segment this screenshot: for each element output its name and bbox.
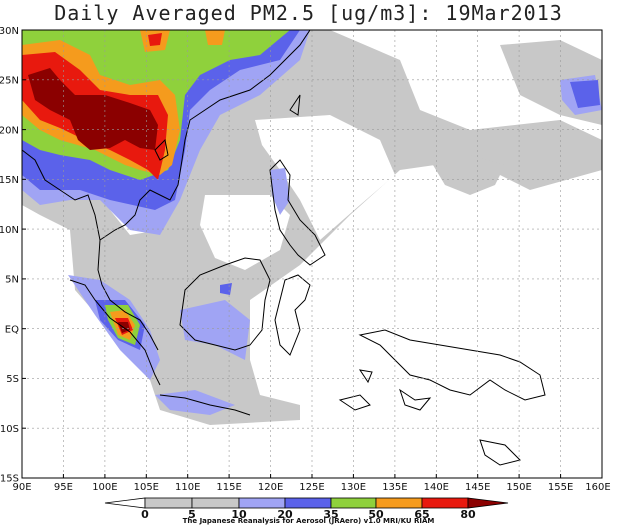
- lon-label-115e: 115E: [216, 482, 241, 493]
- lat-label-5n: 5N: [5, 275, 19, 286]
- lon-label-90e: 90E: [12, 482, 31, 493]
- colorbar-label-5: 5: [188, 508, 196, 521]
- colorbar-label-80: 80: [460, 508, 476, 521]
- colorbar-cell-8: [467, 497, 509, 509]
- lon-label-140e: 140E: [424, 482, 449, 493]
- lon-label-110e: 110E: [175, 482, 200, 493]
- colorbar-cell-7: [421, 497, 469, 509]
- lat-label-20n: 20N: [0, 125, 19, 136]
- colorbar-cell-1: [144, 497, 193, 509]
- colorbar-cell-3: [238, 497, 286, 509]
- lat-label-10s: 10S: [0, 424, 19, 435]
- lon-label-145e: 145E: [465, 482, 490, 493]
- latitude-axis: 30N 25N 20N 15N 10N 5N EQ 5S 10S 15S: [0, 26, 26, 485]
- colorbar-label-65: 65: [414, 508, 429, 521]
- colorbar-label-0: 0: [141, 508, 149, 521]
- lon-label-95e: 95E: [54, 482, 73, 493]
- colorbar-label-35: 35: [323, 508, 338, 521]
- colorbar-label-50: 50: [368, 508, 384, 521]
- lat-label-30n: 30N: [0, 26, 19, 37]
- colorbar: 0 5 10 20 35 50 65 80: [104, 497, 509, 521]
- map-gridlines: [22, 30, 602, 478]
- coastlines: [22, 30, 546, 466]
- lat-label-15n: 15N: [0, 175, 19, 186]
- colorbar-label-20: 20: [277, 508, 293, 521]
- colorbar-cell-0: [104, 497, 146, 509]
- lat-label-5s: 5S: [6, 374, 19, 385]
- colorbar-cell-2: [191, 497, 240, 509]
- lon-label-100e: 100E: [92, 482, 117, 493]
- lon-label-155e: 155E: [548, 482, 573, 493]
- colorbar-label-10: 10: [231, 508, 247, 521]
- lat-label-25n: 25N: [0, 76, 19, 87]
- lat-label-10n: 10N: [0, 225, 19, 236]
- lon-label-150e: 150E: [506, 482, 531, 493]
- lon-label-125e: 125E: [299, 482, 324, 493]
- lon-label-135e: 135E: [382, 482, 407, 493]
- lon-label-120e: 120E: [258, 482, 283, 493]
- lat-label-eq: EQ: [5, 324, 19, 335]
- lon-label-160e: 160E: [585, 482, 610, 493]
- lon-label-130e: 130E: [341, 482, 366, 493]
- map-title: Daily Averaged PM2.5 [ug/m3]: 19Mar2013: [54, 1, 563, 25]
- colorbar-cell-4: [284, 497, 332, 509]
- pm25-contour-fill: [22, 30, 602, 478]
- lat-label-15s: 15S: [0, 474, 19, 485]
- colorbar-cell-6: [375, 497, 423, 509]
- lon-label-105e: 105E: [134, 482, 159, 493]
- colorbar-cell-5: [330, 497, 377, 509]
- data-credit: The Japanese Reanalysis for Aerosol (JRA…: [182, 517, 435, 525]
- longitude-axis: 90E 95E 100E 105E 110E 115E 120E 125E 13…: [12, 474, 611, 493]
